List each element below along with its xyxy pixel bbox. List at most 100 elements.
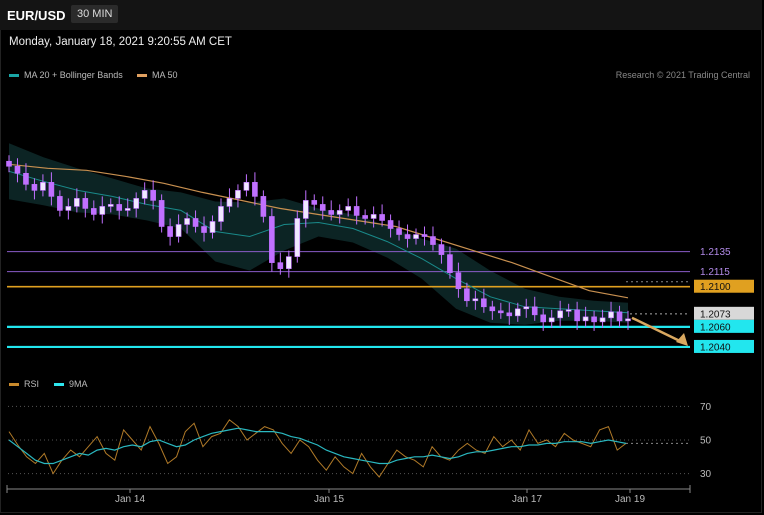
candle-body [167,226,173,237]
research-credit: Research © 2021 Trading Central [615,70,750,80]
candle-body [6,160,12,167]
candle-body [625,318,631,322]
candle-body [302,200,309,219]
rsi-tick-30: 30 [700,469,712,480]
legend-ma50-label: MA 50 [152,70,178,80]
candle-body [548,317,555,323]
candle-body [353,206,360,216]
candle-body [582,316,589,322]
candle-body [319,204,326,211]
legend-ma50: MA 50 [137,70,178,80]
candle-body [387,220,394,229]
ma50-line [8,163,629,299]
candle-body [107,204,114,207]
candle-body [201,226,207,233]
candle-body [48,182,55,197]
candle-body [133,198,139,209]
candle-body [277,262,284,269]
price-label-1.2040: 1.2040 [700,342,731,353]
price-tag-1.2100 [694,279,754,293]
candle-body [218,206,224,222]
candle-body [311,200,318,205]
legend-9ma: 9MA [54,379,88,389]
candle-body [370,214,377,219]
candle-body [328,210,335,215]
symbol-title: EUR/USD [7,8,66,23]
candle-body [455,272,462,290]
candle-body [65,206,72,211]
bollinger-band [9,143,628,325]
candle-body [209,221,216,233]
candle-body [252,182,258,197]
candle-body [74,198,80,207]
price-label-1.2073: 1.2073 [700,309,731,320]
legend-9ma-label: 9MA [69,379,88,389]
candle-body [481,298,487,308]
candle-body [565,309,572,312]
price-tag-1.2060 [694,319,754,333]
top-bar: EUR/USD 30 MIN [0,0,762,30]
candle-body [235,190,241,199]
candle-body [540,314,547,323]
candle-body [124,208,131,211]
candle-body [345,206,351,211]
candle-body [141,190,148,199]
candle-body [472,298,479,302]
price-tag-1.2040 [694,339,754,353]
rsi-swatch [9,383,19,387]
rsi-tick-50: 50 [700,436,712,447]
candle-body [506,312,513,317]
rsi-tick-70: 70 [700,402,712,413]
candle-body [608,311,614,319]
x-tick-label: Jan 15 [314,494,344,505]
candle-body [286,256,292,269]
forecast-arrowhead [676,332,688,346]
x-tick-label: Jan 19 [615,494,645,505]
candle-body [226,198,233,207]
candle-body [362,215,368,219]
candle-body [438,244,445,255]
candle-body [489,306,496,312]
ma9-swatch [54,383,64,387]
candle-body [336,210,343,215]
bollinger-swatch [9,74,19,78]
candle-body [150,190,156,201]
price-tag-1.2073 [694,306,754,320]
candle-body [523,306,530,310]
x-tick-label: Jan 14 [115,494,145,505]
candle-body [158,200,165,227]
price-label-1.2135: 1.2135 [700,247,731,258]
candle-body [192,218,199,227]
candle-body [269,216,275,263]
legend-rsi: RSI [9,379,39,389]
candle-body [430,236,436,245]
candle-body [31,184,38,191]
x-tick-label: Jan 17 [512,494,542,505]
candle-body [464,288,470,302]
candle-body [514,308,521,317]
ma50-swatch [137,74,147,78]
candle-body [175,224,182,237]
candle-body [243,182,250,191]
candle-body [599,317,606,323]
legend-rsi-label: RSI [24,379,40,389]
rsi-line [8,419,627,478]
candle-body [557,310,563,319]
candle-body [40,182,46,191]
candle-body [413,234,419,239]
candle-body [82,198,89,209]
legend-bollinger-label: MA 20 + Bollinger Bands [24,70,123,80]
candle-body [260,196,267,217]
price-label-1.2100: 1.2100 [700,282,731,293]
timeframe-button[interactable]: 30 MIN [71,5,119,23]
candle-body [90,208,97,215]
candle-body [99,206,106,215]
price-label-1.2060: 1.2060 [700,322,731,333]
candle-body [531,306,538,316]
candle-body [57,196,63,211]
candle-body [379,214,385,221]
candle-body [447,254,453,273]
candle-body [498,310,504,314]
candle-body [591,316,597,323]
